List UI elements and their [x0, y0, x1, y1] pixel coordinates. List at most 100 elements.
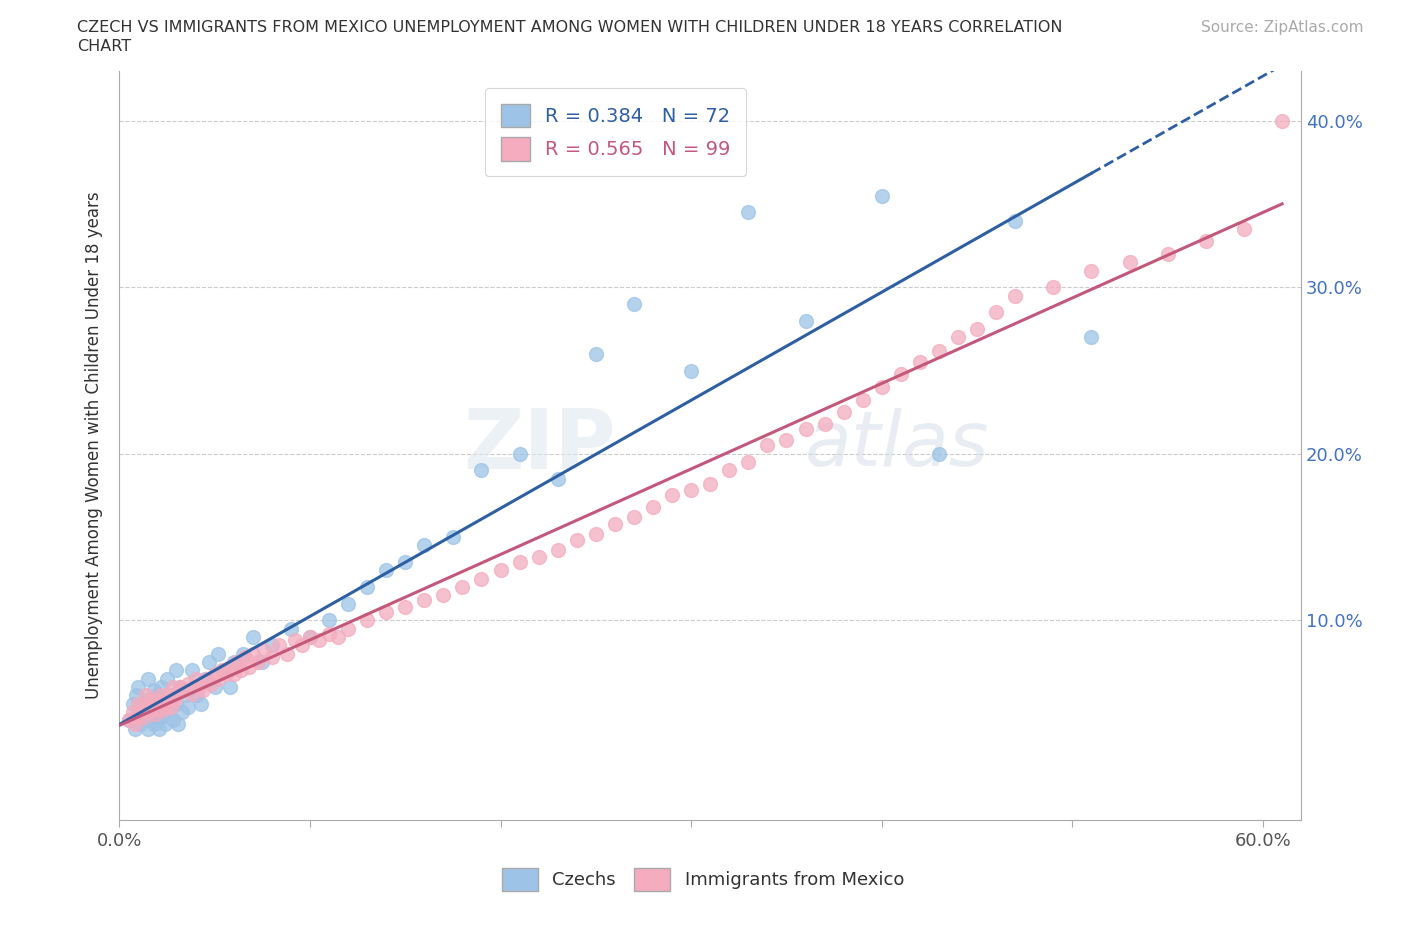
Point	[118, 712, 141, 727]
Y-axis label: Unemployment Among Women with Children Under 18 years: Unemployment Among Women with Children U…	[86, 192, 103, 699]
Point	[337, 596, 360, 611]
Point	[794, 421, 817, 436]
Point	[129, 706, 152, 721]
Point	[276, 646, 298, 661]
Point	[603, 516, 626, 531]
Point	[775, 433, 797, 448]
Point	[135, 693, 157, 708]
Point	[222, 655, 245, 670]
Point	[139, 693, 162, 708]
Point	[260, 638, 283, 653]
Point	[451, 579, 474, 594]
Point	[641, 499, 664, 514]
Point	[1080, 263, 1102, 278]
Point	[394, 600, 416, 615]
Point	[169, 680, 191, 695]
Point	[156, 671, 179, 686]
Point	[527, 550, 550, 565]
Point	[118, 712, 141, 727]
Point	[153, 716, 176, 731]
Point	[163, 693, 186, 708]
Point	[145, 704, 167, 719]
Point	[284, 632, 307, 647]
Point	[148, 721, 170, 736]
Point	[1080, 330, 1102, 345]
Legend: Czechs, Immigrants from Mexico: Czechs, Immigrants from Mexico	[495, 861, 911, 897]
Point	[253, 643, 276, 658]
Point	[238, 659, 260, 674]
Point	[984, 305, 1007, 320]
Point	[150, 680, 173, 695]
Point	[174, 688, 197, 703]
Point	[356, 579, 378, 594]
Point	[547, 543, 569, 558]
Point	[195, 671, 218, 686]
Point	[1042, 280, 1064, 295]
Point	[177, 676, 200, 691]
Point	[135, 688, 157, 703]
Point	[470, 463, 492, 478]
Point	[291, 638, 314, 653]
Point	[121, 696, 143, 711]
Point	[157, 688, 180, 703]
Point	[146, 693, 169, 708]
Point	[260, 649, 283, 664]
Point	[218, 680, 240, 695]
Point	[1233, 221, 1256, 236]
Point	[184, 680, 207, 695]
Point	[124, 716, 146, 731]
Point	[198, 655, 221, 670]
Point	[159, 688, 181, 703]
Point	[177, 699, 200, 714]
Point	[159, 699, 181, 714]
Text: CZECH VS IMMIGRANTS FROM MEXICO UNEMPLOYMENT AMONG WOMEN WITH CHILDREN UNDER 18 : CZECH VS IMMIGRANTS FROM MEXICO UNEMPLOY…	[77, 20, 1063, 35]
Point	[1004, 213, 1026, 228]
Point	[124, 721, 146, 736]
Point	[180, 686, 202, 701]
Point	[129, 716, 152, 731]
Point	[233, 649, 256, 664]
Point	[190, 696, 212, 711]
Point	[204, 680, 226, 695]
Point	[136, 721, 159, 736]
Point	[509, 446, 531, 461]
Point	[356, 613, 378, 628]
Point	[699, 476, 721, 491]
Point	[623, 297, 645, 312]
Point	[946, 330, 969, 345]
Point	[337, 621, 360, 636]
Point	[173, 683, 195, 698]
Point	[737, 455, 759, 470]
Point	[148, 699, 170, 714]
Point	[194, 671, 217, 686]
Point	[756, 438, 779, 453]
Point	[852, 393, 875, 408]
Point	[207, 671, 229, 686]
Point	[928, 446, 950, 461]
Point	[565, 533, 588, 548]
Point	[127, 680, 149, 695]
Point	[166, 688, 188, 703]
Point	[432, 588, 454, 603]
Point	[318, 613, 340, 628]
Point	[172, 704, 194, 719]
Point	[242, 630, 264, 644]
Point	[308, 632, 330, 647]
Point	[125, 688, 148, 703]
Point	[441, 529, 464, 544]
Point	[200, 676, 222, 691]
Point	[832, 405, 855, 419]
Point	[470, 571, 492, 586]
Point	[152, 699, 174, 714]
Point	[547, 472, 569, 486]
Point	[212, 663, 235, 678]
Point	[153, 693, 176, 708]
Point	[737, 205, 759, 219]
Text: atlas: atlas	[804, 408, 990, 483]
Point	[157, 704, 180, 719]
Point	[127, 704, 149, 719]
Point	[127, 696, 149, 711]
Point	[145, 706, 167, 721]
Point	[132, 710, 155, 724]
Point	[166, 663, 188, 678]
